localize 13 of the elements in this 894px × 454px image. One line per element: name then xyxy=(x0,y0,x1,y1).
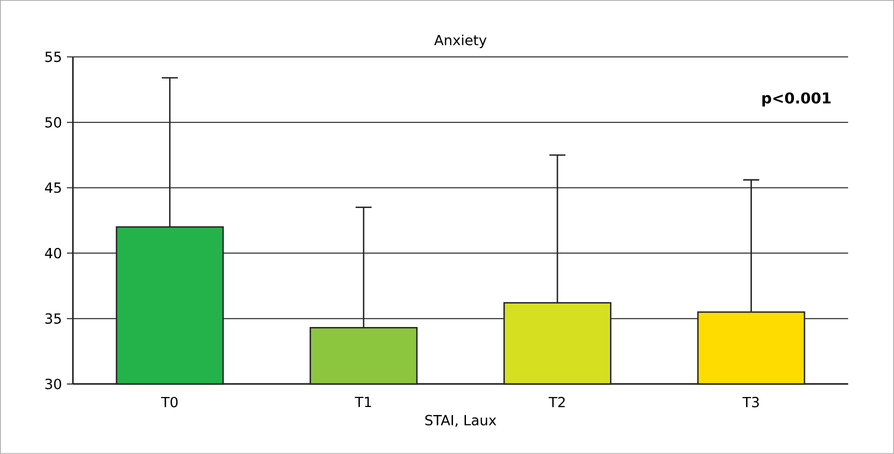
y-tick-label: 45 xyxy=(45,182,61,193)
y-tick-label: 35 xyxy=(45,313,61,324)
x-tick-label: T3 xyxy=(742,396,759,408)
y-tick-label: 40 xyxy=(45,248,62,258)
y-tick-label: 30 xyxy=(45,378,62,390)
y-tick-label: 50 xyxy=(45,117,62,128)
chart-title: Anxiety xyxy=(434,34,487,48)
x-axis-title: STAI, Laux xyxy=(425,414,496,427)
x-tick-label: T0 xyxy=(161,396,178,408)
x-tick-label: T2 xyxy=(548,396,565,408)
y-tick-label: 55 xyxy=(45,52,61,62)
annotation: p<0.001 xyxy=(762,92,831,107)
x-tick-label: T1 xyxy=(354,396,372,408)
